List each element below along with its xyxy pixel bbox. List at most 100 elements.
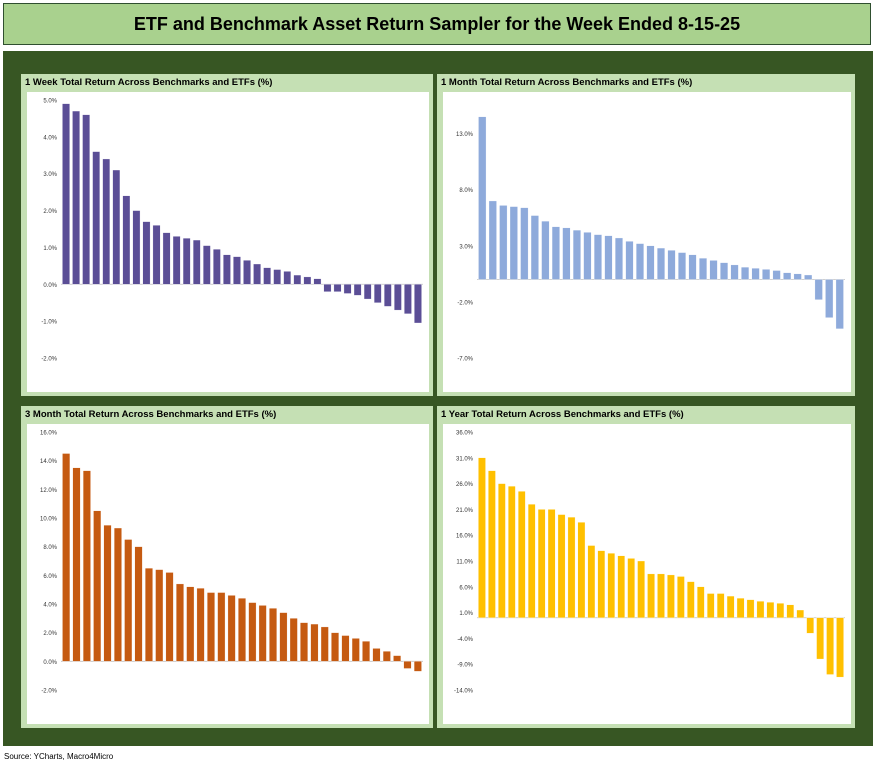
bar — [562, 227, 571, 280]
bar — [353, 284, 362, 296]
plot-area-1-week: -2.0% -1.0% 0.0% 1.0% 2.0% 3.0% 4.0% 5.0% — [27, 92, 429, 392]
bar — [604, 235, 613, 280]
bar — [625, 241, 634, 280]
bar — [186, 586, 195, 662]
bar — [636, 243, 644, 280]
bar — [320, 626, 329, 662]
y-tick-label: 0.0% — [43, 283, 57, 289]
bar — [508, 486, 516, 618]
y-tick-label: 10.0% — [40, 517, 58, 523]
panel-3-month: 3 Month Total Return Across Benchmarks a… — [21, 406, 433, 728]
bar — [341, 635, 350, 662]
bar — [572, 229, 581, 280]
y-tick-label: -4.0% — [457, 637, 473, 643]
bar — [478, 116, 487, 280]
bar — [233, 256, 241, 285]
bar — [816, 617, 824, 660]
y-tick-label: 16.0% — [40, 431, 58, 437]
bar — [303, 276, 312, 285]
bar — [213, 249, 221, 285]
bar — [310, 623, 319, 662]
bar — [227, 595, 236, 662]
bar — [162, 232, 171, 285]
bar — [372, 648, 381, 662]
bar — [806, 617, 814, 634]
bar — [155, 569, 164, 662]
bar — [62, 453, 71, 662]
bar — [142, 221, 151, 285]
bar — [615, 237, 623, 280]
bar — [122, 195, 131, 285]
bar — [363, 284, 372, 300]
bar — [746, 599, 755, 618]
bar — [72, 110, 80, 285]
bar — [124, 539, 133, 662]
bar — [331, 632, 339, 662]
bar — [677, 576, 685, 618]
y-tick-label: 4.0% — [43, 135, 57, 141]
bar — [112, 169, 121, 285]
bar — [203, 245, 211, 285]
y-tick-label: 12.0% — [40, 488, 58, 494]
bar — [647, 573, 655, 618]
bar — [646, 245, 655, 280]
bar — [547, 509, 556, 618]
bar — [152, 225, 161, 285]
y-tick-label: 6.0% — [459, 585, 473, 591]
bar — [688, 254, 697, 280]
panel-1-month: 1 Month Total Return Across Benchmarks a… — [437, 74, 855, 396]
bar — [796, 609, 804, 618]
plot-area-1-month: -7.0% -2.0% 3.0% 8.0% 13.0% — [443, 92, 851, 392]
bar — [687, 581, 695, 618]
bar-chart-1-week: -2.0% -1.0% 0.0% 1.0% 2.0% 3.0% 4.0% 5.0% — [41, 99, 423, 363]
bar — [597, 550, 606, 618]
y-tick-label: -7.0% — [457, 357, 473, 363]
bar — [103, 525, 112, 662]
bar — [557, 514, 566, 618]
bar — [300, 622, 308, 662]
bar — [520, 207, 529, 280]
bar — [478, 457, 486, 618]
bar — [826, 617, 834, 675]
bar — [518, 491, 526, 618]
bar — [384, 284, 392, 307]
bar — [697, 586, 705, 618]
y-tick-label: 11.0% — [456, 560, 473, 566]
bar-chart-3-month: -2.0% 0.0% 2.0% 4.0% 6.0% 8.0% 10.0% 12.0% 14.0%… — [40, 431, 423, 695]
y-tick-label: -1.0% — [41, 320, 57, 326]
bar — [776, 603, 785, 618]
bar — [587, 545, 596, 618]
bar — [72, 467, 81, 662]
bar — [273, 269, 281, 285]
plot-area-1-year: -14.0% -9.0% -4.0% 1.0% 6.0% 11.0% 16.0% 21.0% 2… — [443, 424, 851, 724]
bar — [263, 267, 271, 285]
y-tick-label: 3.0% — [43, 172, 57, 178]
source-note: Source: YCharts, Macro4Micro — [4, 752, 114, 761]
bar — [617, 555, 625, 618]
bar — [207, 592, 215, 662]
y-tick-label: 2.0% — [43, 631, 57, 637]
y-tick-label: 8.0% — [459, 188, 473, 194]
bar — [82, 470, 91, 662]
bar — [825, 279, 834, 318]
bar — [243, 260, 251, 285]
bar — [279, 612, 288, 662]
bar — [527, 504, 536, 618]
bar — [165, 572, 174, 662]
bar — [414, 284, 422, 324]
bar — [351, 638, 360, 662]
chart-title-3-month: 3 Month Total Return Across Benchmarks a… — [25, 409, 277, 420]
bar — [93, 510, 102, 662]
bar — [82, 114, 90, 285]
bar — [253, 263, 261, 285]
bar — [499, 205, 508, 280]
bar — [172, 236, 181, 285]
bar — [741, 266, 750, 280]
bar — [498, 483, 506, 618]
bar — [269, 608, 277, 662]
bar — [509, 206, 518, 280]
bar — [699, 258, 707, 280]
bar — [373, 284, 382, 303]
bar — [333, 284, 342, 292]
bar — [772, 270, 781, 280]
